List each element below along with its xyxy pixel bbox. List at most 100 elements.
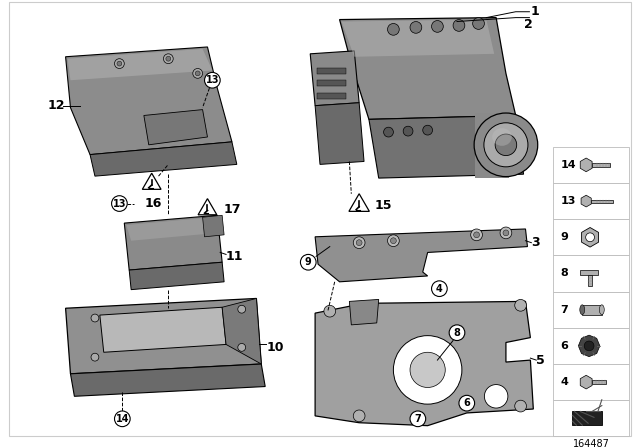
Text: 14: 14	[116, 414, 129, 424]
Polygon shape	[340, 17, 516, 119]
Circle shape	[205, 73, 220, 88]
Text: 12: 12	[48, 99, 65, 112]
Circle shape	[503, 230, 509, 236]
Polygon shape	[124, 215, 222, 270]
Circle shape	[163, 54, 173, 64]
Circle shape	[353, 410, 365, 422]
Circle shape	[300, 254, 316, 270]
Polygon shape	[65, 298, 261, 374]
Circle shape	[586, 233, 595, 242]
Bar	[592, 380, 605, 384]
Text: 4: 4	[436, 284, 443, 294]
Bar	[317, 69, 346, 74]
Circle shape	[117, 61, 122, 66]
Polygon shape	[349, 299, 379, 325]
Text: 4: 4	[561, 377, 568, 387]
Circle shape	[238, 305, 246, 313]
Text: 3: 3	[531, 236, 540, 249]
Circle shape	[193, 69, 203, 78]
Circle shape	[431, 281, 447, 297]
Polygon shape	[68, 49, 212, 80]
Text: 13: 13	[113, 198, 126, 208]
Polygon shape	[315, 103, 364, 164]
Bar	[580, 270, 598, 275]
Circle shape	[324, 305, 335, 317]
Text: 9: 9	[305, 257, 312, 267]
Circle shape	[238, 344, 246, 351]
Text: 7: 7	[561, 305, 568, 314]
Circle shape	[387, 235, 399, 246]
Text: 6: 6	[463, 398, 470, 408]
Circle shape	[115, 411, 130, 426]
Circle shape	[470, 229, 483, 241]
Circle shape	[453, 20, 465, 31]
Polygon shape	[310, 51, 359, 106]
Circle shape	[410, 22, 422, 33]
Circle shape	[410, 352, 445, 388]
Bar	[553, 147, 629, 183]
Text: 2: 2	[524, 18, 532, 31]
Circle shape	[166, 56, 171, 61]
Polygon shape	[315, 302, 533, 426]
Polygon shape	[349, 194, 369, 211]
Ellipse shape	[492, 128, 512, 146]
Text: 164487: 164487	[573, 439, 609, 448]
Text: 13: 13	[205, 75, 219, 85]
Bar	[592, 163, 610, 167]
Bar	[553, 292, 629, 328]
Bar	[553, 400, 629, 436]
Circle shape	[473, 17, 484, 30]
Bar	[553, 328, 629, 364]
Circle shape	[91, 353, 99, 361]
Circle shape	[195, 71, 200, 76]
Polygon shape	[222, 298, 261, 364]
Circle shape	[515, 400, 527, 412]
Bar	[553, 183, 629, 219]
Circle shape	[584, 341, 594, 351]
Polygon shape	[315, 229, 527, 282]
Text: 14: 14	[561, 160, 577, 170]
Polygon shape	[65, 47, 232, 155]
Text: 17: 17	[223, 203, 241, 216]
Bar	[572, 411, 602, 425]
Circle shape	[449, 325, 465, 340]
Circle shape	[484, 384, 508, 408]
Polygon shape	[475, 112, 509, 178]
Text: 11: 11	[225, 250, 243, 263]
Circle shape	[431, 21, 444, 32]
Bar	[582, 305, 602, 314]
Circle shape	[356, 240, 362, 246]
Polygon shape	[126, 217, 217, 241]
Ellipse shape	[484, 123, 528, 167]
Ellipse shape	[600, 305, 604, 314]
Ellipse shape	[474, 113, 538, 177]
Polygon shape	[369, 116, 524, 178]
Polygon shape	[342, 20, 494, 57]
Circle shape	[403, 126, 413, 136]
Text: 5: 5	[536, 353, 545, 366]
Bar	[553, 219, 629, 255]
Bar	[588, 275, 592, 286]
Polygon shape	[203, 215, 224, 237]
Polygon shape	[129, 262, 224, 290]
Text: 10: 10	[266, 341, 284, 354]
Polygon shape	[144, 110, 207, 145]
Ellipse shape	[580, 305, 585, 314]
Ellipse shape	[495, 134, 516, 155]
Text: 15: 15	[375, 199, 392, 212]
Bar	[553, 255, 629, 292]
Text: 6: 6	[561, 341, 568, 351]
Circle shape	[474, 232, 479, 238]
Circle shape	[390, 238, 396, 244]
Circle shape	[383, 127, 394, 137]
Bar	[591, 200, 612, 202]
Text: 9: 9	[561, 233, 568, 242]
Polygon shape	[198, 198, 217, 215]
Circle shape	[515, 299, 527, 311]
Text: 8: 8	[561, 268, 568, 279]
Circle shape	[423, 125, 433, 135]
Circle shape	[500, 227, 512, 239]
Text: 16: 16	[145, 197, 163, 210]
Circle shape	[111, 196, 127, 211]
Polygon shape	[100, 307, 226, 352]
